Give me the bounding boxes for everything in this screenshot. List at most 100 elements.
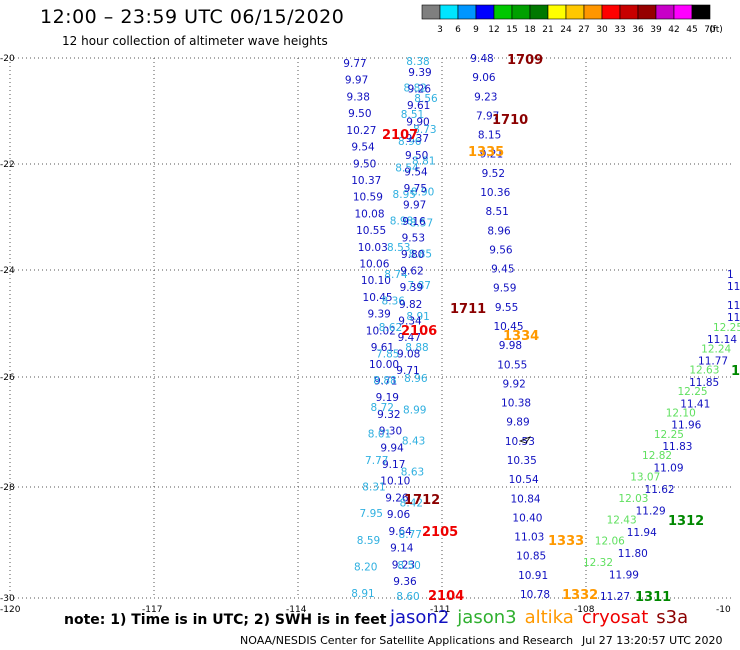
pass-time-label: 2105 bbox=[422, 525, 458, 540]
swh-value: 9.14 bbox=[390, 543, 414, 555]
swh-value: 11.03 bbox=[514, 532, 544, 544]
swh-value: 9.45 bbox=[491, 264, 514, 276]
scale-tick-label: 36 bbox=[632, 25, 644, 35]
swh-value: 9.30 bbox=[379, 426, 402, 438]
swh-value: 11.62 bbox=[645, 484, 675, 496]
swh-value: 9.80 bbox=[401, 249, 424, 261]
swh-value: 8.88 bbox=[373, 375, 396, 387]
lat-label: -22 bbox=[0, 160, 15, 170]
swh-value: 9.53 bbox=[402, 233, 425, 245]
swh-value: 9.89 bbox=[506, 417, 529, 429]
swh-value: 7.85 bbox=[376, 349, 399, 361]
swh-value: 8.73 bbox=[413, 124, 436, 136]
swh-value: 11.85 bbox=[689, 377, 719, 389]
swh-value: 13.07 bbox=[630, 472, 660, 484]
track-jason2_mid: 9.39 9.26 9.61 9.90 9.37 9.50 9.54 9.75 9.97 9.16… bbox=[396, 67, 431, 377]
swh-value: 9.48 bbox=[470, 53, 493, 65]
scale-swatch-70 bbox=[691, 4, 711, 20]
swh-value: 10.55 bbox=[356, 225, 386, 237]
lat-label: -28 bbox=[0, 483, 15, 493]
pass-time-label: 2104 bbox=[428, 589, 464, 604]
swh-value: 9.98 bbox=[499, 340, 522, 352]
swh-value: 11.09 bbox=[653, 463, 683, 475]
scale-tick-label: 39 bbox=[650, 25, 662, 35]
swh-value: 8.42 bbox=[400, 498, 423, 510]
swh-value: 8.60 bbox=[396, 591, 419, 603]
swh-value: 8.77 bbox=[399, 529, 422, 541]
swh-value: 9.71 bbox=[374, 375, 397, 387]
swh-value: 9.54 bbox=[351, 142, 375, 154]
swh-value: 9.50 bbox=[348, 108, 371, 120]
scale-tick-label: 15 bbox=[506, 25, 517, 35]
swh-value: 10.45 bbox=[363, 292, 393, 304]
scale-tick-label: 3 bbox=[437, 25, 443, 35]
swh-value: 10.91 bbox=[518, 570, 548, 582]
legend-cryosat: cryosat bbox=[581, 607, 649, 628]
track-jason3_diag: 12.25 12.24 12.63 12.25 12.10 12.25 12.82 13.07… bbox=[583, 322, 740, 569]
swh-value: 9.97 bbox=[403, 199, 426, 211]
swh-value: 9.82 bbox=[399, 299, 422, 311]
swh-value: 9.23 bbox=[474, 91, 497, 103]
pass-time-label: 1709 bbox=[507, 53, 543, 68]
swh-value: 8.43 bbox=[402, 435, 425, 447]
swh-value: 9.97 bbox=[345, 75, 368, 87]
swh-value: 8.50 bbox=[397, 560, 420, 572]
swh-value: 11.27 bbox=[600, 591, 630, 603]
scale-tick-label: 30 bbox=[596, 25, 608, 35]
swh-value: 8.74 bbox=[384, 269, 408, 281]
swh-value: 9.75 bbox=[404, 183, 427, 195]
swh-value: 8.82 bbox=[404, 83, 427, 95]
swh-value: 9.47 bbox=[398, 332, 421, 344]
swh-value: 11.77 bbox=[698, 355, 728, 367]
satellite-legend: jason2 jason3 altika cryosat s3a bbox=[390, 607, 696, 628]
track-jason2_diag: 11.14 11.77 11.85 11.41 11.96 11.83 11.09 11.62… bbox=[600, 334, 737, 603]
swh-value: 11.14 bbox=[707, 334, 737, 346]
scale-tick-label: 45 bbox=[686, 25, 697, 35]
swh-value: 12.03 bbox=[618, 493, 648, 505]
track-jason2_right: 9.48 9.06 9.23 7.97 8.15 9.21 9.52 10.36 8.51 8.9… bbox=[470, 53, 550, 601]
swh-value: 12.25 bbox=[654, 429, 684, 441]
swh-value: 8.56 bbox=[414, 93, 438, 105]
swh-value: 9.50 bbox=[405, 150, 428, 162]
pass-time-label: 1334 bbox=[503, 329, 539, 344]
swh-value: 9.06 bbox=[472, 72, 496, 84]
edge-fragments: 111 11.511.6 bbox=[727, 269, 740, 324]
footer-credit: NOAA/NESDIS Center for Satellite Applica… bbox=[240, 634, 574, 647]
swh-value: 9.56 bbox=[489, 244, 513, 256]
swh-value: 8.01 bbox=[368, 428, 391, 440]
scale-tick-label: 33 bbox=[614, 25, 625, 35]
page-subtitle: 12 hour collection of altimeter wave hei… bbox=[62, 34, 328, 48]
scale-tick-label: 24 bbox=[560, 25, 572, 35]
swh-value: 8.88 bbox=[405, 342, 428, 354]
lat-label: -20 bbox=[0, 54, 15, 64]
swh-value: 9.21 bbox=[480, 149, 503, 161]
track-jason3_left: 8.38 8.82 8.51 8.96 8.54 8.95 8.98 8.53 8.74 8.36… bbox=[351, 56, 429, 600]
swh-value: 12.06 bbox=[595, 536, 625, 548]
swh-value: 8.96 bbox=[404, 373, 428, 385]
swh-value: 8.91 bbox=[351, 588, 374, 600]
pass-time-label: 1333 bbox=[548, 534, 584, 549]
swh-value: 9.23 bbox=[392, 559, 415, 571]
swh-value: 7.77 bbox=[365, 455, 388, 467]
swh-value: 9.71 bbox=[396, 365, 419, 377]
swh-value: 10.59 bbox=[353, 192, 383, 204]
swh-value: 10.85 bbox=[516, 551, 546, 563]
pass-time-label: 1312 bbox=[668, 514, 704, 529]
swh-value: 10.06 bbox=[359, 259, 389, 271]
swh-value: 9.34 bbox=[398, 315, 422, 327]
footer-note: note: 1) Time is in UTC; 2) SWH is in fe… bbox=[64, 612, 387, 628]
swh-value: 11.83 bbox=[662, 441, 692, 453]
pass-time-label: 1335 bbox=[468, 145, 504, 160]
swh-value: 9.94 bbox=[380, 442, 404, 454]
swh-value: 9.61 bbox=[407, 100, 430, 112]
scale-tick-label: 42 bbox=[668, 25, 679, 35]
lon-label: -111 bbox=[430, 605, 450, 615]
swh-value: 9.37 bbox=[406, 133, 429, 145]
swh-value: 8.62 bbox=[379, 322, 402, 334]
swh-value: 8.63 bbox=[401, 467, 424, 479]
scale-tick-label: 18 bbox=[524, 25, 536, 35]
swh-value: 9.39 bbox=[400, 282, 423, 294]
swh-value: 10.00 bbox=[369, 359, 399, 371]
swh-value: 10.36 bbox=[480, 187, 510, 199]
